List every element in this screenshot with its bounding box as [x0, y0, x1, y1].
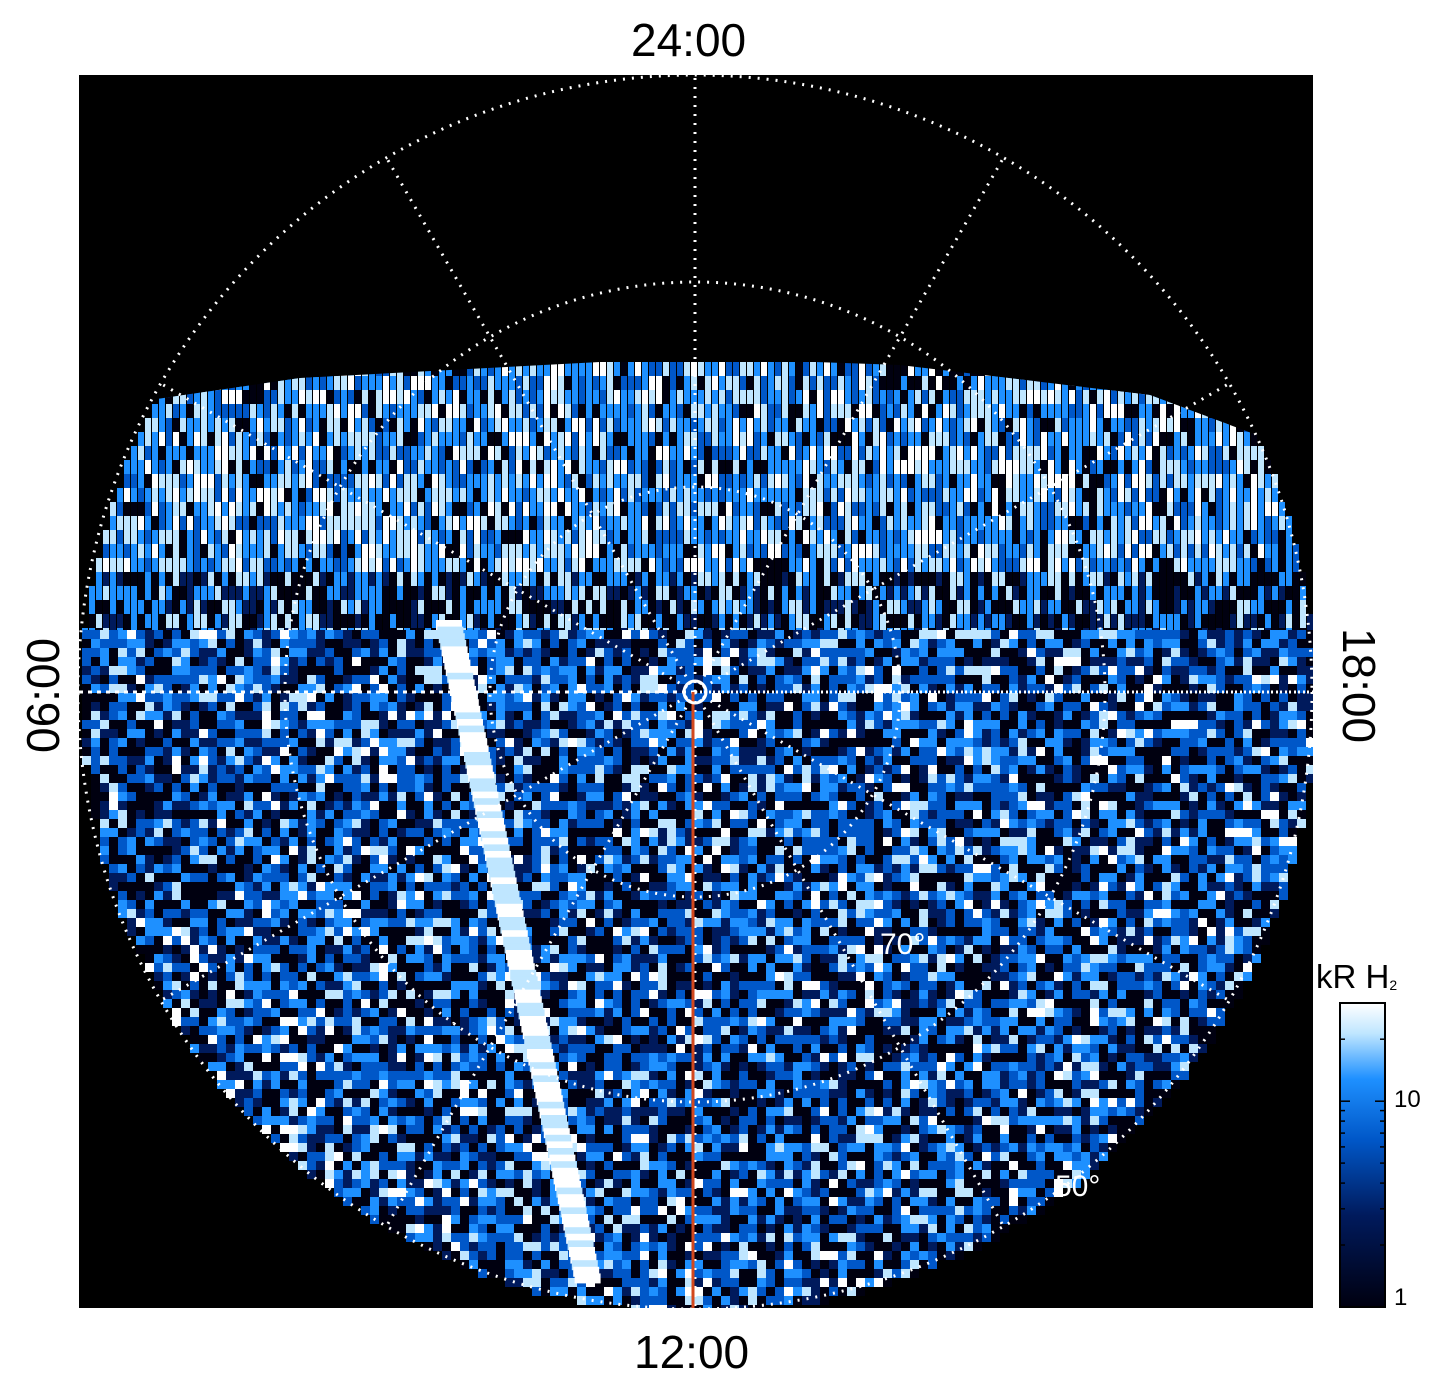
latitude-longitude-grid [79, 75, 1313, 1308]
colorbar-title-sub: 2 [1389, 977, 1398, 993]
local-time-label-left: 06:00 [17, 637, 69, 753]
colorbar-ticks [1340, 1002, 1385, 1308]
auroral-emission-image [82, 362, 1313, 1308]
local-time-label-top: 24:00 [631, 14, 747, 66]
colorbar-tick-10: 10 [1394, 1086, 1421, 1113]
pole-marker [682, 679, 708, 705]
colorbar-title: kR H2 [1316, 958, 1397, 996]
local-time-label-bottom: 12:00 [634, 1326, 750, 1378]
latitude-label-70: 70° [880, 928, 926, 961]
colorbar-tick-1: 1 [1394, 1284, 1408, 1311]
latitude-label-50: 50° [1055, 1170, 1101, 1203]
colorbar-title-main: kR H [1316, 958, 1390, 995]
colorbar [1339, 1002, 1386, 1308]
local-time-label-right: 18:00 [1333, 628, 1385, 744]
